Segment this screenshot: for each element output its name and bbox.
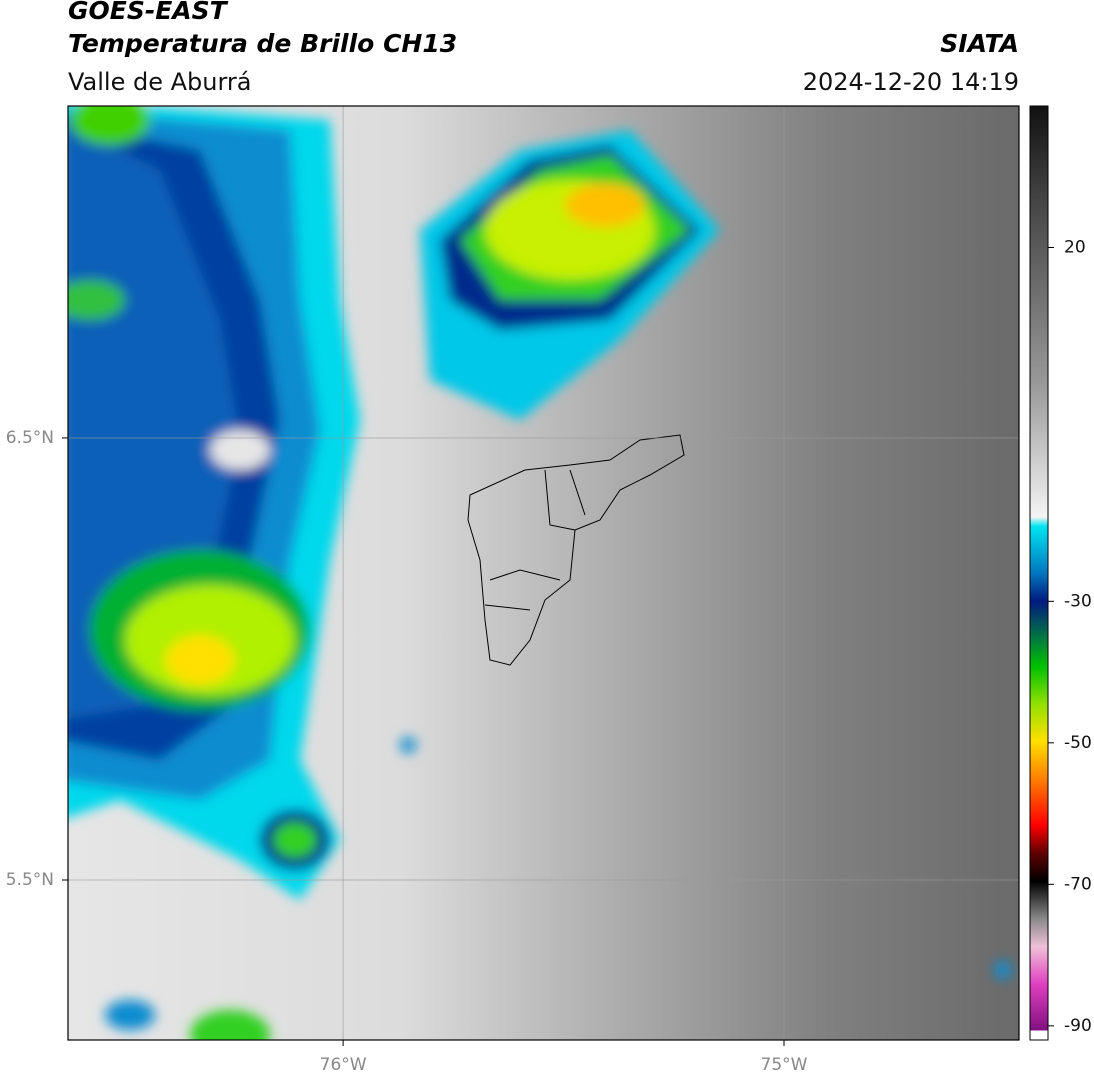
subtitle: Temperatura de Brillo CH13 — [68, 29, 457, 58]
colorbar-label: -70 — [1064, 874, 1092, 894]
lon-label: 76°W — [320, 1055, 367, 1075]
datetime: 2024-12-20 14:19 — [803, 68, 1019, 96]
satellite-image — [68, 106, 1019, 1040]
municipal-boundaries — [467, 434, 685, 666]
map-frame — [67, 105, 1020, 1041]
source: SIATA — [940, 29, 1019, 58]
region: Valle de Aburrá — [68, 68, 252, 96]
colorbar-label: -30 — [1064, 591, 1092, 611]
colorbar-label: -90 — [1064, 1016, 1092, 1036]
lat-label: 5.5°N — [6, 870, 54, 890]
colorbar-label: 20 — [1064, 238, 1086, 258]
lon-label: 75°W — [761, 1055, 808, 1075]
lat-label: 6.5°N — [6, 428, 54, 448]
colorbar-label: -50 — [1064, 733, 1092, 753]
colorbar — [1029, 105, 1049, 1041]
title: GOES-EAST — [68, 0, 229, 25]
